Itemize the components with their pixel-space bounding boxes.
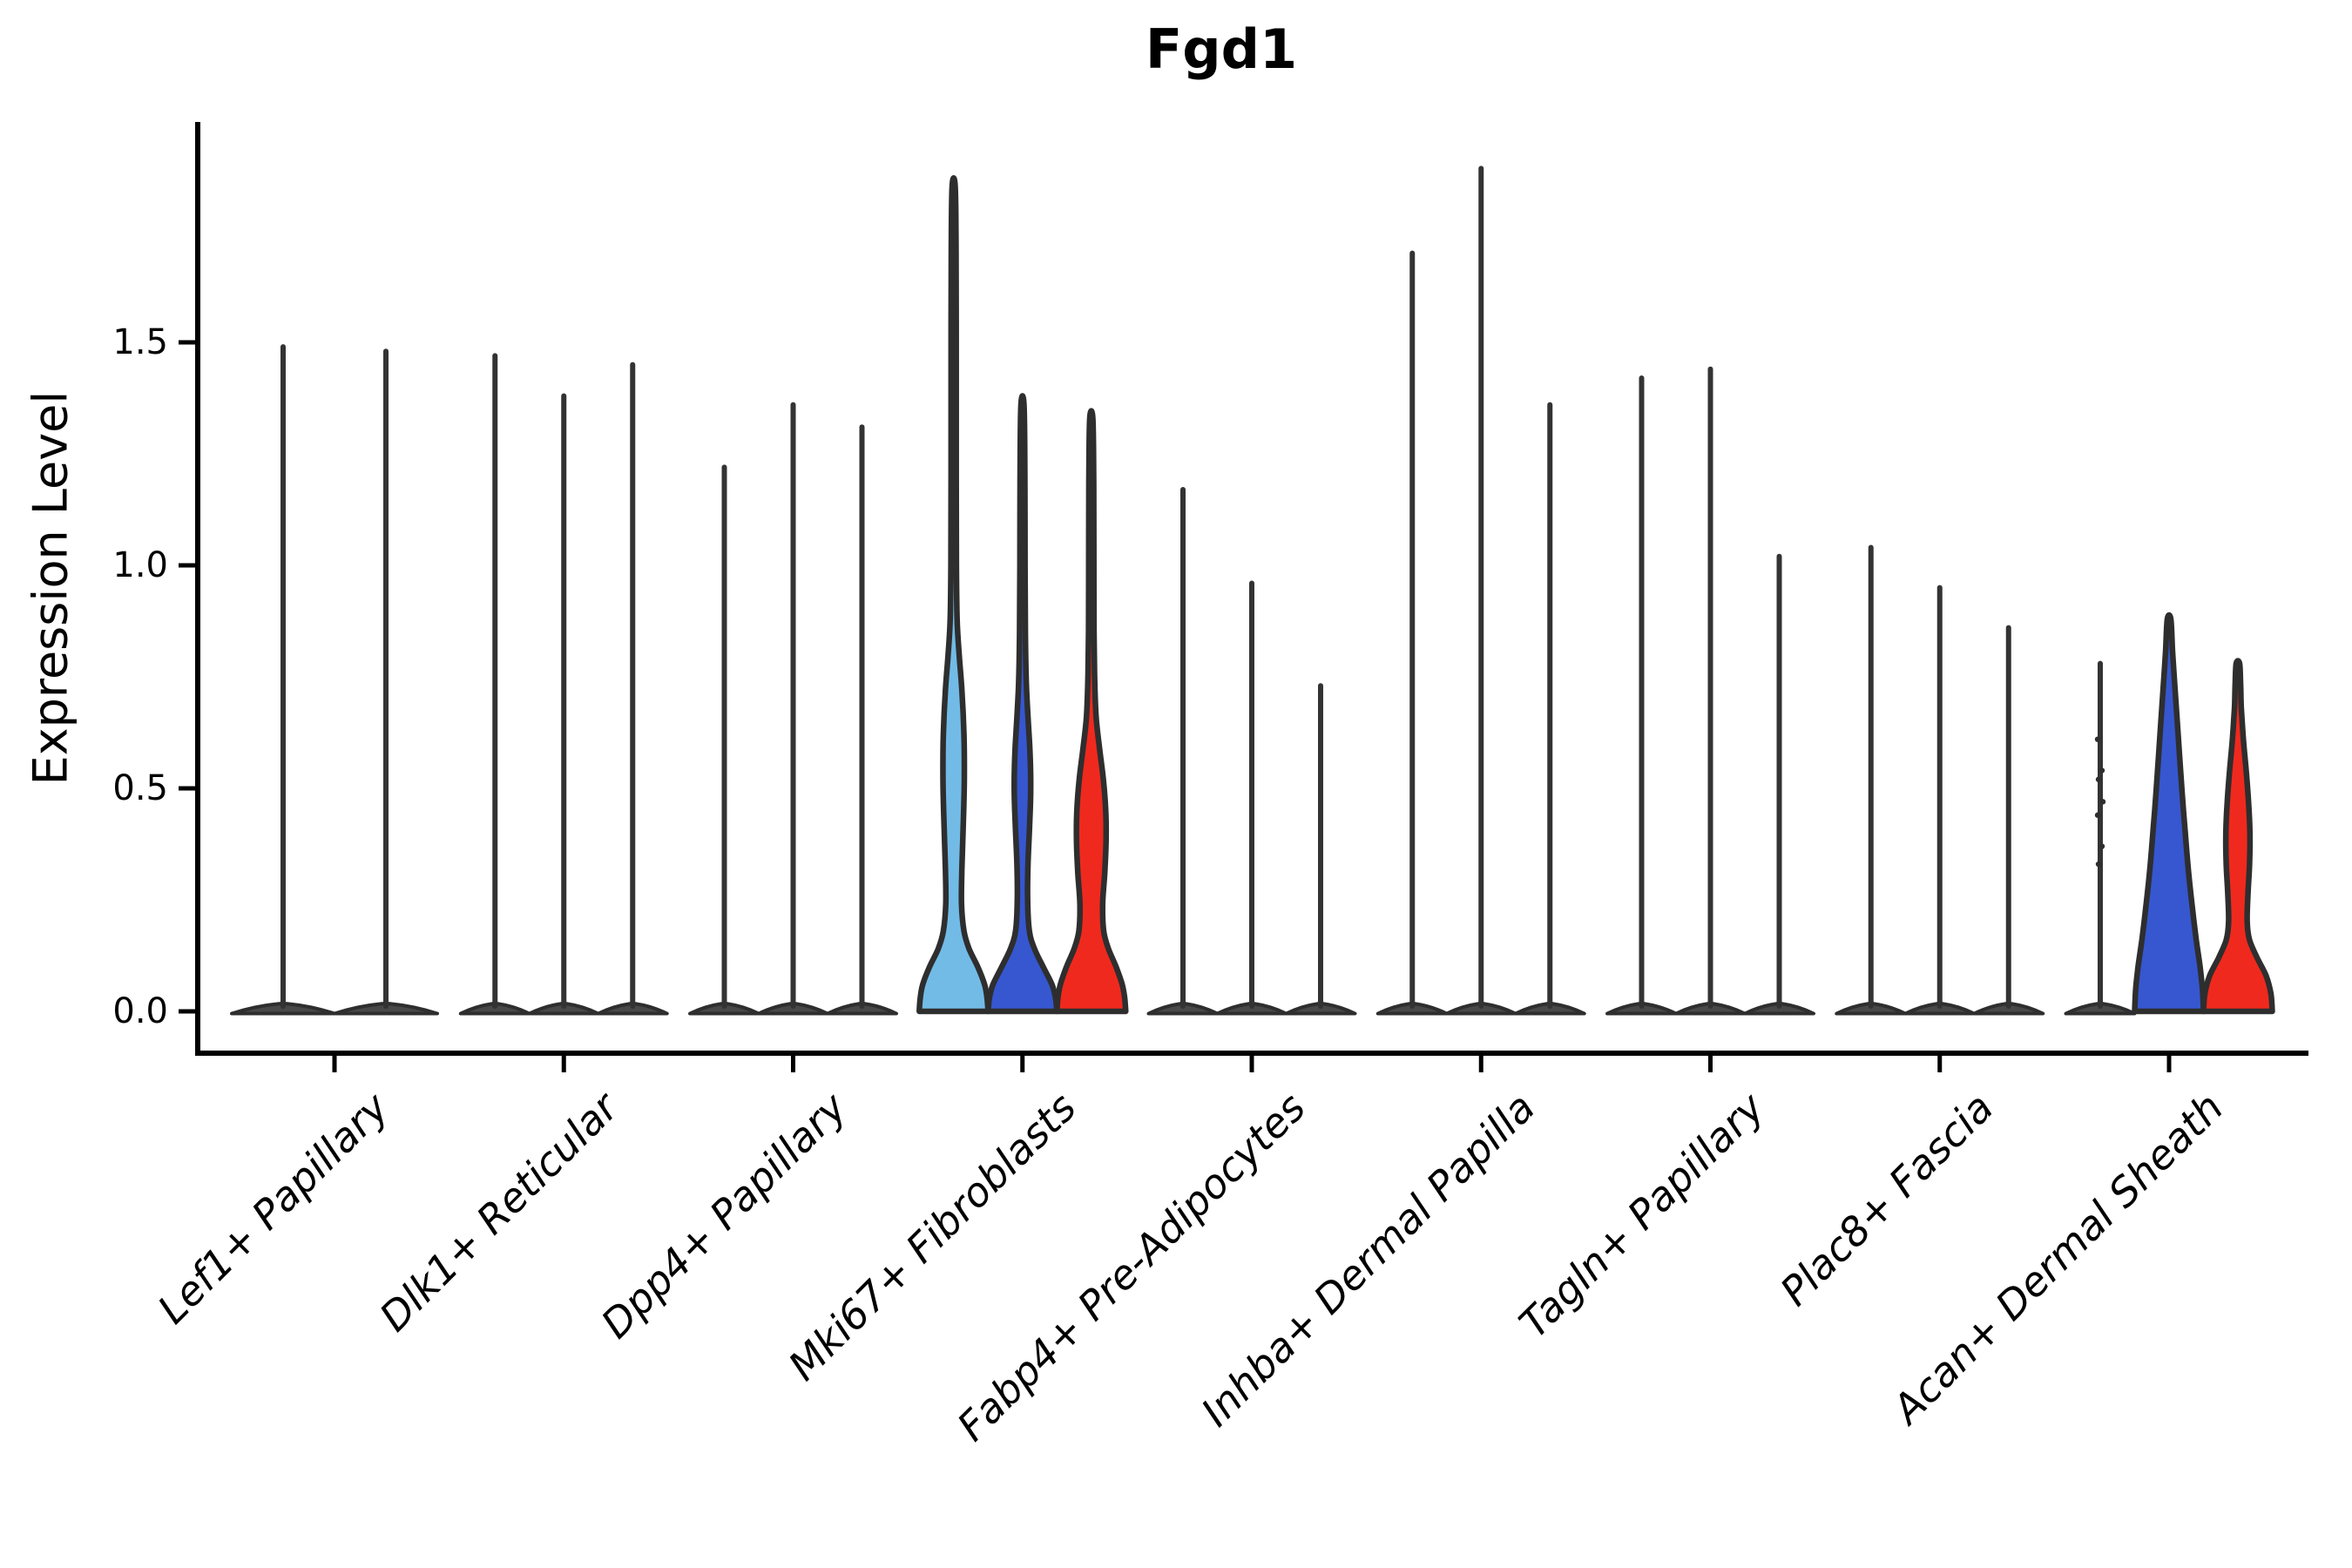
violin-filled — [1054, 408, 1129, 1015]
violin-filled — [916, 174, 991, 1015]
violin-filled — [2200, 658, 2275, 1015]
violin-filled — [2132, 612, 2207, 1015]
violin-filled — [985, 393, 1060, 1015]
jitter-point — [2095, 861, 2102, 868]
jitter-point — [2099, 843, 2105, 849]
jitter-point — [2099, 767, 2105, 774]
jitter-point — [2099, 799, 2106, 805]
y-tick-label: 0.0 — [112, 991, 168, 1031]
y-tick-label: 1.0 — [112, 545, 168, 585]
y-tick-label: 1.5 — [112, 322, 168, 362]
chart-title: Fgd1 — [1145, 17, 1298, 81]
jitter-point — [2094, 736, 2101, 742]
jitter-point — [2095, 776, 2102, 782]
jitter-point — [2094, 812, 2101, 818]
y-tick-label: 0.5 — [112, 768, 168, 808]
